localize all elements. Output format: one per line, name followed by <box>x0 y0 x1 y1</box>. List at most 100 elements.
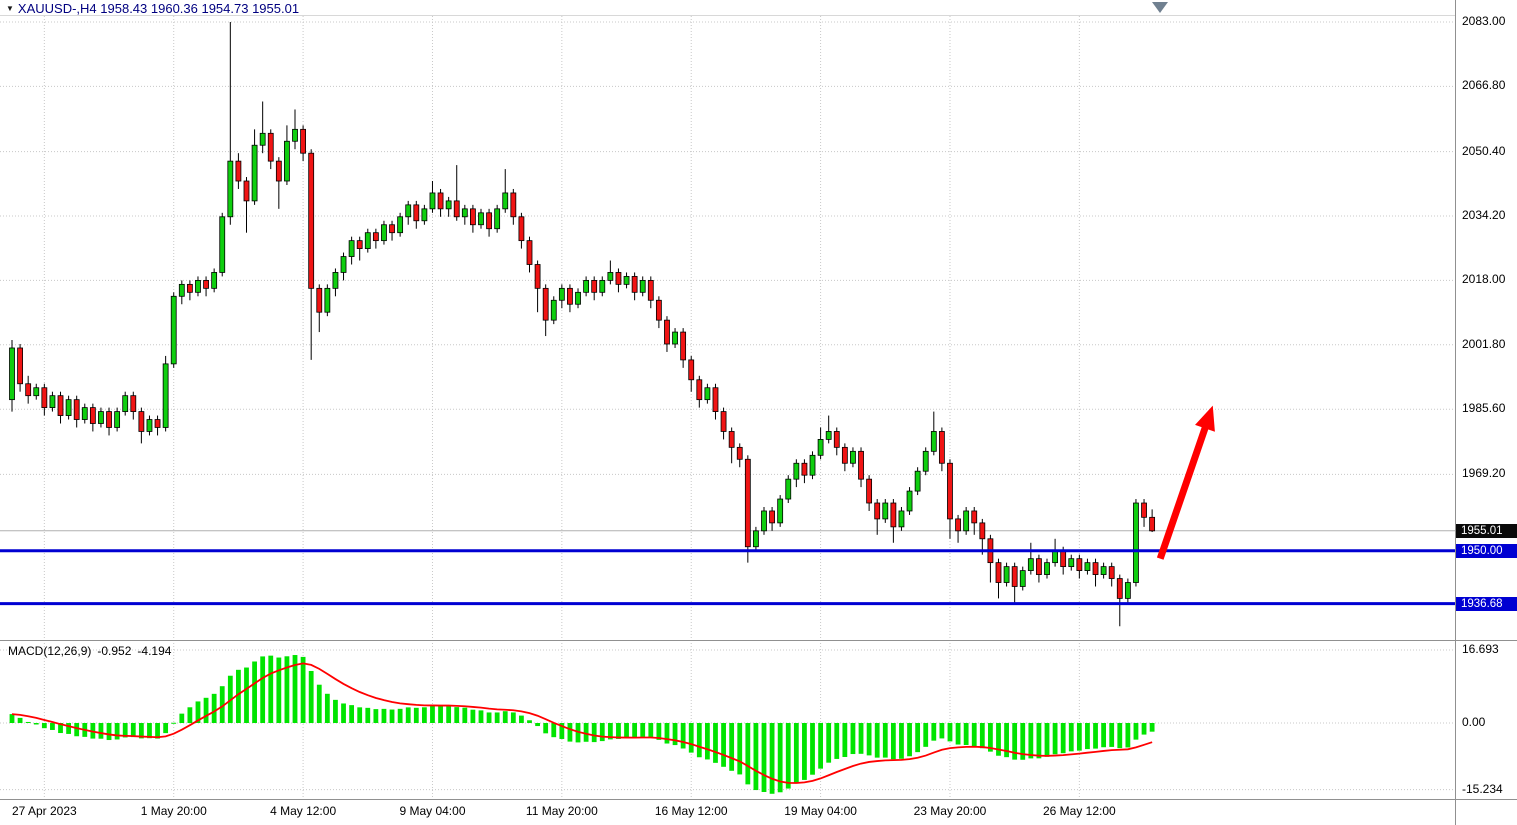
macd-histogram-bar <box>899 723 904 759</box>
candle-body <box>583 279 590 293</box>
macd-histogram-bar <box>373 709 379 723</box>
macd-histogram-bar <box>1141 723 1147 735</box>
macd-histogram-bar <box>9 714 15 723</box>
candle-body <box>866 478 873 504</box>
candle-body <box>1076 558 1083 571</box>
candle-body <box>599 279 606 293</box>
macd-histogram-bar <box>308 670 314 723</box>
macd-histogram-bar <box>397 708 403 723</box>
candle-body <box>955 518 961 532</box>
macd-histogram-bar <box>58 723 63 734</box>
macd-histogram-bar <box>114 723 120 740</box>
candle-body <box>300 128 306 154</box>
candle-body <box>793 462 800 480</box>
candle-body <box>567 287 573 305</box>
candle-body <box>1011 566 1018 587</box>
macd-histogram-bar <box>405 707 411 723</box>
macd-histogram-bar <box>33 723 39 725</box>
macd-histogram-bar <box>648 723 654 738</box>
candle-body <box>1036 558 1042 575</box>
symbol-ohlc-text: XAUUSD-,H4 1958.43 1960.36 1954.73 1955.… <box>17 1 300 16</box>
candle-body <box>1124 582 1131 599</box>
candle-body <box>607 272 614 281</box>
chart-shift-marker-icon <box>1152 2 1168 13</box>
trend-arrow-shaft[interactable] <box>1156 423 1210 560</box>
macd-histogram-bar <box>510 712 516 723</box>
macd-histogram-bar <box>874 723 880 758</box>
macd-histogram-bar <box>1012 723 1018 760</box>
macd-histogram-bar <box>341 703 346 723</box>
macd-histogram-bar <box>664 723 670 744</box>
candle-body <box>1019 570 1026 587</box>
macd-histogram-bar <box>292 655 298 723</box>
macd-histogram-bar <box>656 723 662 740</box>
candle-body <box>1060 550 1067 568</box>
time-axis-label: 23 May 20:00 <box>913 804 987 818</box>
candle-body <box>372 232 379 242</box>
macd-histogram-bar <box>50 723 55 730</box>
macd-histogram-bar <box>907 723 912 757</box>
trend-arrow-head[interactable] <box>1195 405 1215 432</box>
candle-body <box>437 192 444 210</box>
macd-histogram-bar <box>130 723 136 738</box>
macd-histogram-bar <box>680 723 686 749</box>
macd-histogram-bar <box>535 723 540 727</box>
candle-body <box>510 192 517 218</box>
macd-histogram-bar <box>955 723 961 745</box>
macd-histogram-bar <box>753 723 759 791</box>
candle-body <box>203 279 209 289</box>
macd-histogram-bar <box>106 723 112 741</box>
candle-body <box>275 160 282 182</box>
macd-histogram-bar <box>333 699 338 723</box>
macd-histogram-bar <box>915 723 921 753</box>
candle-body <box>381 224 387 242</box>
macd-histogram-bar <box>74 723 80 737</box>
macd-histogram-bar <box>357 707 363 723</box>
macd-indicator-label: MACD(12,26,9) -0.952 -4.194 <box>8 644 177 658</box>
candle-body <box>397 216 404 234</box>
macd-histogram-bar <box>737 723 743 775</box>
macd-histogram-bar <box>866 723 872 756</box>
price-axis-label: 1985.60 <box>1462 401 1506 416</box>
candle-body <box>267 132 274 162</box>
candle-body <box>1027 558 1034 571</box>
candle-body <box>1133 502 1139 583</box>
macd-histogram-bar <box>365 707 371 723</box>
candle-body <box>1052 550 1058 564</box>
macd-histogram-bar <box>624 723 629 738</box>
macd-histogram-bar <box>1076 723 1082 751</box>
macd-axis-label: -15.234 <box>1462 781 1503 796</box>
macd-histogram-bar <box>438 705 443 723</box>
macd-histogram-bar <box>721 723 726 767</box>
candle-body <box>761 510 767 532</box>
macd-histogram-bar <box>704 723 710 760</box>
candle-body <box>413 204 420 222</box>
macd-histogram-bar <box>713 723 718 763</box>
candle-body <box>777 498 784 524</box>
macd-histogram-bar <box>1117 723 1123 749</box>
macd-histogram-bar <box>551 723 557 738</box>
candle-body <box>1044 562 1050 575</box>
candle-body <box>429 192 436 210</box>
macd-histogram-bar <box>502 711 508 723</box>
candle-body <box>664 319 670 345</box>
candle-body <box>478 212 484 226</box>
macd-histogram-bar <box>971 723 977 747</box>
macd-histogram-bar <box>454 707 460 723</box>
candle-body <box>518 216 525 242</box>
macd-histogram-bar <box>1101 723 1107 748</box>
current-price-badge: 1955.01 <box>1456 523 1517 538</box>
macd-axis-label: 0.00 <box>1462 715 1486 729</box>
dropdown-arrow-icon[interactable]: ▼ <box>6 4 14 13</box>
candle-body <box>631 276 638 293</box>
candle-body <box>25 383 32 397</box>
macd-histogram-bar <box>276 657 282 723</box>
macd-histogram-bar <box>413 707 419 723</box>
candle-body <box>405 204 412 218</box>
candle-body <box>138 411 145 432</box>
candle-body <box>348 240 355 257</box>
candle-body <box>98 411 104 424</box>
candle-body <box>284 140 290 182</box>
